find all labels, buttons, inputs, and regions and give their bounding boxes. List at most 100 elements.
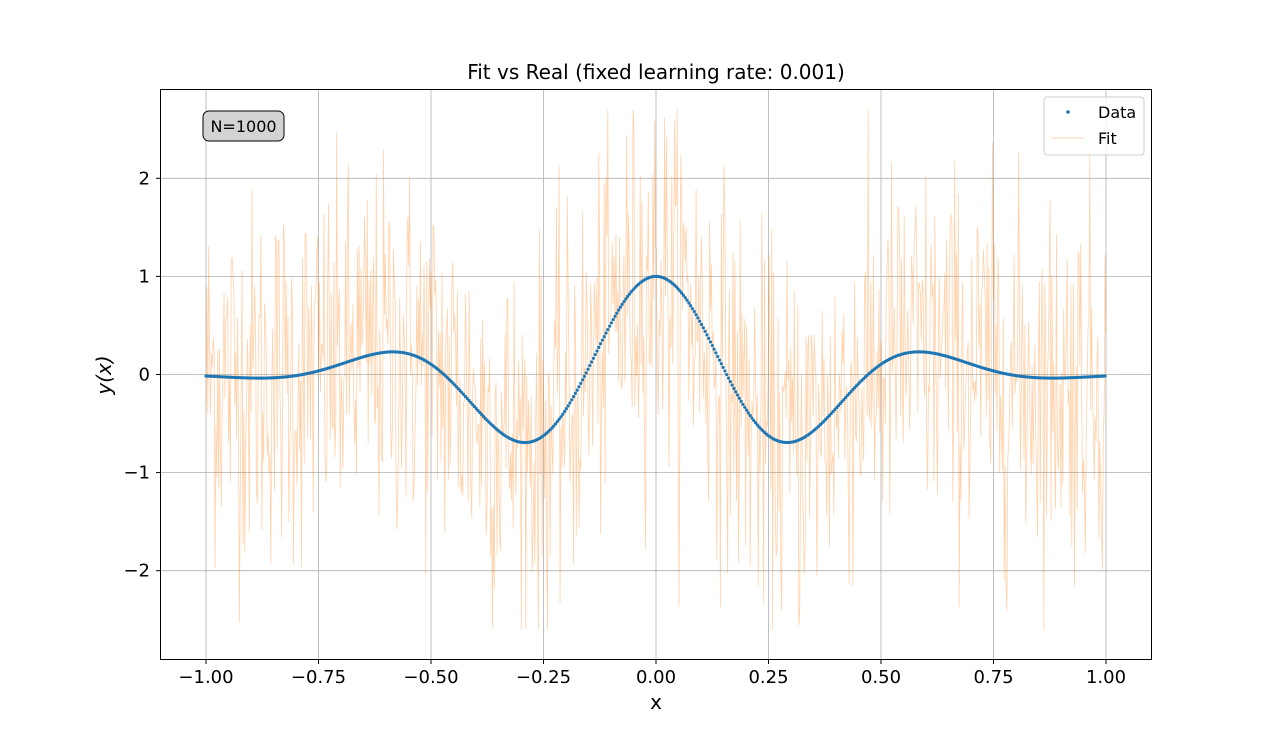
x-tick-label: −1.00 [178, 667, 233, 688]
data-point [698, 319, 702, 323]
data-point [577, 385, 581, 389]
data-point [598, 342, 603, 346]
y-tick-label: 0 [139, 365, 150, 386]
data-point [570, 398, 574, 402]
y-tick-label: 1 [139, 266, 150, 287]
data-point [626, 294, 630, 299]
data-point [582, 374, 586, 378]
data-point [735, 393, 740, 397]
data-point [613, 314, 617, 318]
data-series [204, 274, 1107, 445]
data-point [589, 360, 594, 364]
data-point [703, 329, 707, 333]
y-tick-label: −2 [123, 561, 150, 582]
data-point [678, 289, 682, 293]
data-point [683, 296, 687, 300]
data-point [730, 383, 734, 387]
data-point [705, 333, 709, 337]
data-point [617, 308, 621, 312]
x-tick-label: 0.50 [861, 667, 901, 688]
data-point [685, 298, 689, 302]
data-point [571, 395, 576, 399]
fit-line [205, 109, 1107, 630]
x-tick-label: 1.00 [1086, 667, 1126, 688]
x-tick-label: 0.00 [636, 667, 676, 688]
data-point [602, 334, 606, 339]
data-point [744, 408, 749, 412]
data-point [562, 409, 567, 414]
data-point [561, 412, 565, 416]
data-point [721, 365, 725, 369]
data-point [604, 331, 608, 335]
data-point [699, 322, 704, 327]
x-tick-label: 0.75 [973, 667, 1013, 688]
data-point [559, 415, 563, 419]
fit-series [205, 109, 1107, 630]
data-point [606, 328, 610, 332]
data-point [680, 291, 684, 295]
data-point [600, 338, 605, 342]
data-point [716, 354, 720, 359]
data-point [622, 300, 626, 304]
legend: Data Fit [1043, 96, 1145, 156]
chart-title: Fit vs Real (fixed learning rate: 0.001) [467, 60, 845, 84]
y-tick-label: −1 [123, 463, 150, 484]
sample-count-annotation: N=1000 [202, 110, 285, 142]
data-point [694, 313, 698, 317]
data-point [739, 399, 743, 403]
data-point [752, 418, 756, 423]
data-point [710, 343, 714, 348]
data-point [717, 358, 722, 362]
data-point [588, 363, 592, 368]
data-point [624, 297, 628, 301]
data-point [593, 353, 597, 357]
data-point [734, 390, 738, 394]
data-point [728, 380, 732, 384]
data-point [690, 307, 695, 311]
data-point [552, 424, 556, 428]
data-point [741, 402, 745, 406]
data-point [714, 351, 718, 355]
data-point [595, 349, 599, 353]
data-point [737, 396, 741, 400]
data-point [696, 316, 700, 320]
y-tick-label: 2 [139, 168, 150, 189]
data-point [580, 378, 585, 382]
legend-data-label: Data [1098, 103, 1136, 122]
data-point [608, 324, 612, 328]
data-point [726, 376, 731, 380]
x-axis-label: x [650, 690, 662, 714]
x-tick-label: 0.25 [748, 667, 788, 688]
data-point [701, 326, 705, 330]
data-point [712, 347, 716, 351]
data-point [1103, 374, 1107, 378]
legend-data-marker [1066, 110, 1070, 114]
data-point [620, 302, 624, 306]
data-point [732, 386, 736, 391]
data-point [746, 411, 750, 415]
data-point [707, 336, 711, 340]
data-point [584, 371, 588, 375]
data-point [753, 421, 758, 425]
data-point [748, 413, 752, 418]
x-tick-label: −0.50 [403, 667, 458, 688]
data-point [555, 420, 559, 424]
data-point [708, 340, 713, 344]
annotation-text: N=1000 [210, 117, 276, 136]
data-point [627, 292, 632, 296]
x-tick-label: −0.25 [516, 667, 571, 688]
data-point [689, 304, 693, 308]
data-point [568, 401, 572, 405]
data-point [553, 422, 558, 426]
data-point [579, 381, 583, 385]
data-point [564, 407, 568, 411]
data-point [557, 417, 561, 421]
data-point [618, 305, 623, 309]
data-point [750, 416, 754, 420]
y-axis-label: y(x) [92, 355, 116, 395]
legend-fit-label: Fit [1098, 129, 1117, 148]
x-axis-ticks: −1.00 −0.75 −0.50 −0.25 0.00 0.25 0.50 0.75 1.00 [178, 659, 1126, 688]
data-point [597, 345, 601, 349]
data-point [573, 391, 577, 396]
